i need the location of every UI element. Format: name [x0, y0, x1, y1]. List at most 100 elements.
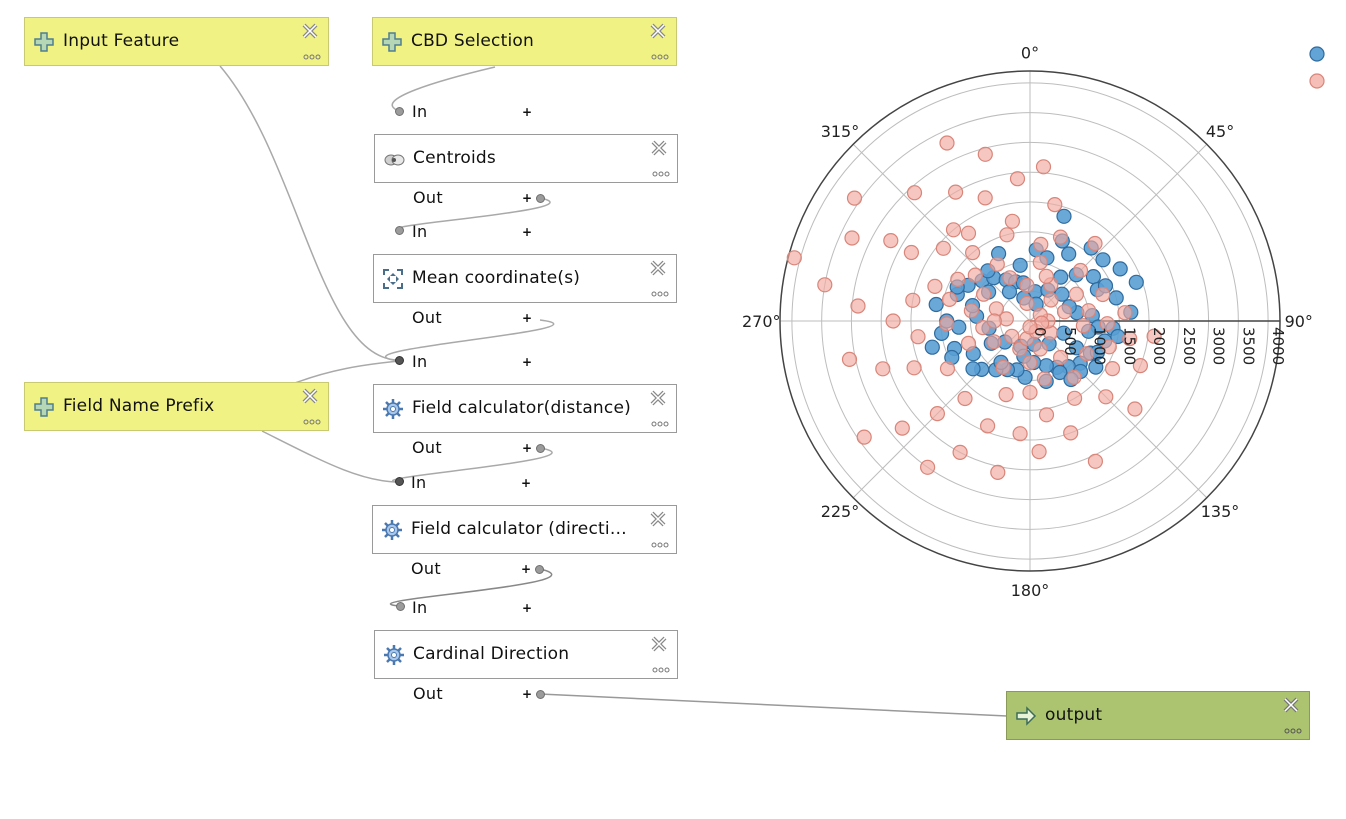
centroids-in-expand[interactable]: + — [522, 105, 533, 119]
more-icon[interactable] — [303, 419, 321, 425]
scatter-point — [1063, 425, 1079, 441]
centroids-in-port[interactable] — [395, 107, 404, 116]
scatter-point — [1099, 316, 1115, 332]
distance-in-label: In — [412, 352, 428, 371]
scatter-point — [1098, 389, 1114, 405]
node-field-calculator-distance[interactable]: Field calculator(distance) — [373, 384, 677, 433]
more-icon[interactable] — [652, 171, 670, 177]
scatter-point — [1032, 341, 1048, 357]
more-icon[interactable] — [1284, 728, 1302, 734]
centroids-out-port[interactable] — [536, 194, 545, 203]
node-field-calculator-direction[interactable]: Field calculator (directi… — [372, 505, 677, 554]
close-icon[interactable] — [301, 387, 319, 405]
distance-in-port[interactable] — [395, 356, 404, 365]
cardinal-in-expand[interactable]: + — [522, 601, 533, 615]
node-label: output — [1045, 705, 1103, 725]
chart-points — [786, 135, 1162, 480]
mean-out-label: Out — [412, 308, 442, 327]
scatter-point — [1081, 303, 1097, 319]
close-icon[interactable] — [1282, 696, 1300, 714]
scatter-point — [1038, 268, 1054, 284]
distance-out-expand[interactable]: + — [522, 441, 533, 455]
more-icon[interactable] — [651, 54, 669, 60]
scatter-point — [928, 296, 944, 313]
node-output[interactable]: output — [1006, 691, 1310, 740]
arrow-right-icon — [1016, 706, 1037, 726]
scatter-point — [1052, 229, 1069, 245]
scatter-point — [905, 292, 921, 308]
scatter-point — [1036, 371, 1052, 387]
scatter-point — [1043, 292, 1059, 308]
cardinal-out-port[interactable] — [536, 690, 545, 699]
scatter-point — [1022, 319, 1038, 335]
scatter-point — [1095, 252, 1111, 268]
scatter-point — [1052, 364, 1068, 381]
angular-tick-label: 90° — [1285, 312, 1313, 331]
close-icon[interactable] — [301, 22, 319, 40]
close-icon[interactable] — [649, 259, 667, 277]
scatter-point — [929, 406, 945, 422]
node-label: Input Feature — [63, 31, 180, 51]
direction-out-label: Out — [411, 559, 441, 578]
scatter-point — [939, 316, 955, 332]
mean-out-expand[interactable]: + — [522, 311, 533, 325]
distance-out-port[interactable] — [536, 444, 545, 453]
scatter-point — [939, 135, 955, 151]
scatter-point — [1104, 361, 1121, 377]
direction-in-expand[interactable]: + — [521, 476, 532, 490]
node-centroids[interactable]: Centroids — [374, 134, 678, 183]
close-icon[interactable] — [650, 635, 668, 653]
direction-in-port[interactable] — [395, 477, 404, 486]
cardinal-out-expand[interactable]: + — [522, 687, 533, 701]
more-icon[interactable] — [651, 542, 669, 548]
wire-field-name-prefix-b — [261, 430, 400, 483]
more-icon[interactable] — [652, 667, 670, 673]
scatter-point — [1022, 384, 1038, 400]
scatter-point — [875, 361, 891, 377]
wire-cardinal-output — [539, 693, 1008, 717]
legend-marker — [1309, 73, 1325, 89]
close-icon[interactable] — [649, 389, 667, 407]
scatter-point — [841, 351, 858, 367]
more-icon[interactable] — [651, 291, 669, 297]
angular-tick-label: 270° — [742, 312, 781, 331]
mean-in-port[interactable] — [395, 226, 404, 235]
scatter-point — [1004, 213, 1020, 229]
distance-in-expand[interactable]: + — [522, 355, 533, 369]
radial-tick-label: 2500 — [1180, 327, 1198, 365]
scatter-point — [995, 359, 1011, 375]
node-mean-coordinates[interactable]: Mean coordinate(s) — [373, 254, 677, 303]
scatter-point — [1001, 284, 1018, 300]
scatter-point — [963, 303, 979, 319]
mean-in-expand[interactable]: + — [522, 225, 533, 239]
close-icon[interactable] — [649, 510, 667, 528]
plus-cross-icon — [382, 32, 402, 52]
plus-cross-icon — [34, 397, 54, 417]
angular-tick-label: 0° — [1021, 43, 1039, 62]
centroids-out-expand[interactable]: + — [522, 191, 533, 205]
node-label: Field Name Prefix — [63, 396, 215, 416]
more-icon[interactable] — [651, 421, 669, 427]
scatter-point — [1012, 341, 1028, 357]
node-field-name-prefix[interactable]: Field Name Prefix — [24, 382, 329, 431]
scatter-point — [1019, 295, 1035, 311]
close-icon[interactable] — [650, 139, 668, 157]
scatter-point — [1031, 444, 1047, 460]
scatter-point — [965, 361, 981, 377]
cardinal-in-port[interactable] — [396, 602, 405, 611]
wire-cbd-selection — [391, 66, 496, 112]
scatter-point — [1009, 171, 1026, 187]
polar-scatter-chart: 0° 45° 90° 135° 180° 225° 270° 315° 0 500 1000 1500… — [742, 43, 1325, 600]
scatter-point — [1101, 339, 1117, 355]
scatter-point — [952, 444, 968, 460]
direction-out-port[interactable] — [535, 565, 544, 574]
scatter-point — [903, 244, 919, 261]
node-input-feature[interactable]: Input Feature — [24, 17, 329, 66]
node-cbd-selection[interactable]: CBD Selection — [372, 17, 677, 66]
direction-out-expand[interactable]: + — [521, 562, 532, 576]
chart-legend — [1309, 46, 1325, 89]
grid-spoke — [852, 143, 1031, 322]
close-icon[interactable] — [649, 22, 667, 40]
more-icon[interactable] — [303, 54, 321, 60]
node-cardinal-direction[interactable]: Cardinal Direction — [374, 630, 678, 679]
